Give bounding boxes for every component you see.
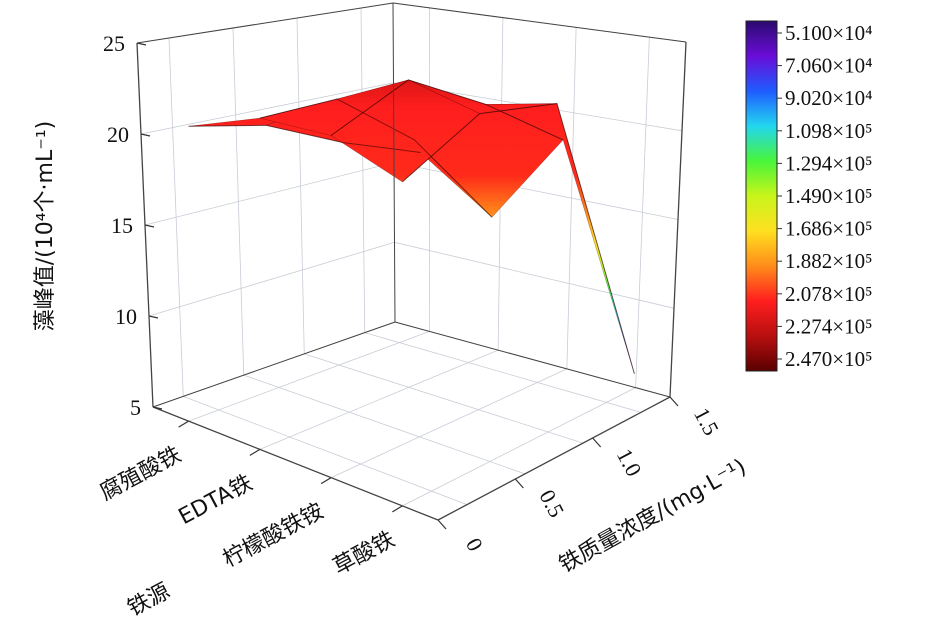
frame-edge [392, 2, 687, 43]
grid-line [259, 349, 499, 450]
frame-edge [152, 406, 439, 521]
legend-label: 1.686×10⁵ [785, 217, 872, 241]
grid-line [402, 387, 636, 507]
x-tick-label: 1.0 [612, 444, 647, 480]
x-tick-label: 0 [461, 534, 488, 555]
x-tick-mark [669, 396, 679, 407]
surface-mesh-line [188, 124, 421, 153]
grid-line [364, 332, 642, 413]
grid-line [566, 27, 577, 369]
z-tick-label: 15 [111, 213, 133, 238]
grid-line [330, 368, 568, 478]
z-tick-label: 20 [107, 122, 129, 147]
y-tick-mark [249, 448, 261, 456]
frame-edge [136, 2, 394, 44]
grid-line [232, 27, 245, 376]
z-tick-label: 5 [130, 395, 141, 420]
grid-line [168, 37, 184, 397]
x-tick-mark [437, 519, 447, 530]
legend-label: 1.490×10⁵ [785, 184, 872, 208]
grid-line [136, 2, 687, 44]
grid-line [183, 396, 468, 505]
z-tick-mark [136, 42, 147, 46]
legend-label: 5.100×10⁴ [785, 21, 872, 45]
z-tick-label: 10 [115, 304, 137, 329]
y-tick-label: EDTA铁 [175, 471, 257, 530]
x-tick-label: 0.5 [534, 485, 569, 521]
y-tick-label: 柠檬酸铁铵 [219, 499, 328, 573]
grid-line [296, 17, 305, 354]
y-tick-mark [320, 477, 332, 485]
grid-line [148, 241, 675, 317]
grid-line [360, 7, 366, 333]
grid-line [304, 353, 584, 444]
z-tick-mark [144, 224, 155, 228]
legend-label: 2.078×10⁵ [785, 282, 872, 306]
surface-mesh-line [330, 79, 564, 141]
z-tick-mark [140, 133, 151, 137]
grid-line [635, 37, 650, 388]
frame-edge [392, 2, 396, 323]
frame-edge [152, 321, 396, 408]
y-tick-mark [392, 505, 403, 513]
x-axis-label: 铁质量浓度/(mg·L⁻¹) [555, 455, 750, 579]
x-tick-mark [592, 437, 602, 448]
frame-edge [437, 396, 671, 521]
legend-label: 1.882×10⁵ [785, 249, 872, 273]
surface-mesh-line [259, 98, 493, 218]
y-tick-label: 草酸铁 [329, 527, 399, 580]
y-tick-mark [178, 420, 189, 428]
z-tick-mark [152, 406, 163, 410]
grid-line [152, 321, 671, 408]
legend-label: 2.470×10⁵ [785, 347, 872, 371]
back-wall-grid [136, 2, 687, 507]
x-tick-label: 1.5 [689, 403, 724, 439]
frame-edge [669, 41, 687, 398]
color-legend: 5.100×10⁴ 7.060×10⁴ 9.020×10⁴ 1.098×10⁵ 1.29… [745, 20, 872, 372]
grid-line [243, 374, 526, 475]
legend-label: 7.060×10⁴ [785, 54, 872, 78]
z-tick-label: 25 [103, 31, 125, 56]
y-axis-label: 铁源 [124, 579, 175, 622]
legend-label: 2.274×10⁵ [785, 314, 872, 338]
y-tick-label: 腐殖酸铁 [96, 442, 185, 505]
z-axis-label: 藻峰值/(10⁴个·mL⁻¹) [33, 121, 58, 332]
surface-mesh [188, 79, 635, 374]
z-tick-mark [148, 315, 159, 319]
legend-label: 9.020×10⁴ [785, 86, 872, 110]
legend-colorbar [745, 20, 778, 372]
grid-line [188, 331, 430, 422]
legend-label: 1.098×10⁵ [785, 119, 872, 143]
frame-edge [394, 321, 671, 398]
surface-mesh-line [402, 103, 635, 374]
legend-label: 1.294×10⁵ [785, 151, 872, 175]
x-tick-mark [514, 478, 524, 489]
